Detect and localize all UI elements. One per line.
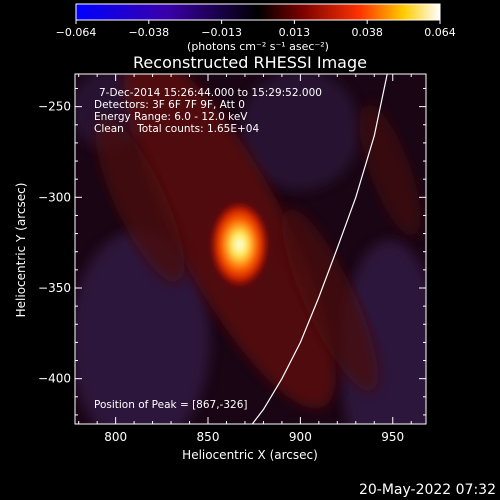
colorbar-gradient: [75, 3, 441, 21]
peak-position: Position of Peak = [867,-326]: [94, 399, 248, 411]
colorbar-tick-label: −0.064: [56, 26, 97, 39]
x-tick-label: 900: [289, 430, 312, 444]
x-tick-label: 950: [381, 430, 404, 444]
y-tick-label: −350: [38, 281, 71, 295]
clean-counts: Clean Total counts: 1.65E+04: [94, 123, 259, 135]
colorbar-unit: (photons cm⁻² s⁻¹ asec⁻²): [187, 40, 329, 53]
colorbar-tick-label: 0.038: [351, 26, 383, 39]
colorbar: −0.064 −0.038 −0.013 0.013 0.038 0.064 (photo…: [56, 3, 456, 53]
heatmap-image: [75, 74, 426, 424]
y-axis: −250 −300 −350 −400: [38, 88, 426, 416]
x-tick-label: 800: [104, 430, 127, 444]
y-axis-label: Heliocentric Y (arcsec): [14, 183, 28, 318]
time-range: 7-Dec-2014 15:26:44.000 to 15:29:52.000: [99, 87, 322, 99]
footer-timestamp: 20-May-2022 07:32: [359, 482, 496, 498]
x-tick-label: 850: [197, 430, 220, 444]
solar-limb-curve: [251, 74, 388, 424]
x-axis-label: Heliocentric X (arcsec): [182, 448, 318, 462]
peak-source: [209, 200, 270, 289]
plot-frame: [74, 73, 427, 425]
colorbar-tick-label: −0.013: [201, 26, 242, 39]
energy-range: Energy Range: 6.0 - 12.0 keV: [94, 111, 248, 123]
x-axis: 800 850 900 950: [78, 74, 412, 444]
colorbar-tick-label: 0.064: [424, 26, 456, 39]
chart-title: Reconstructed RHESSI Image: [133, 53, 367, 72]
y-tick-label: −250: [38, 100, 71, 114]
info-block: 7-Dec-2014 15:26:44.000 to 15:29:52.000 …: [94, 87, 322, 411]
colorbar-tick-label: 0.013: [279, 26, 311, 39]
detectors: Detectors: 3F 6F 7F 9F, Att 0: [94, 99, 245, 111]
y-tick-label: −400: [38, 372, 71, 386]
colorbar-ticks: −0.064 −0.038 −0.013 0.013 0.038 0.064: [56, 20, 456, 39]
y-tick-label: −300: [38, 190, 71, 204]
colorbar-tick-label: −0.038: [128, 26, 169, 39]
